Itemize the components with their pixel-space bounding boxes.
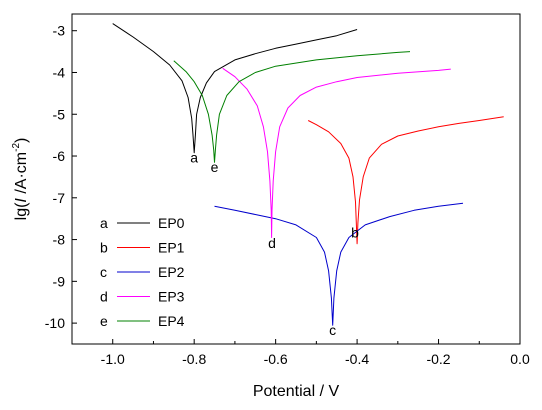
- curve-label-a: a: [190, 149, 198, 165]
- x-tick-label: 0.0: [510, 351, 530, 367]
- series-line-ep4: [173, 51, 411, 163]
- y-tick-label: -8: [53, 232, 66, 248]
- series-layer: [112, 23, 504, 326]
- x-tick-label: -0.4: [345, 351, 369, 367]
- y-tick-label: -6: [53, 148, 66, 164]
- curve-label-d: d: [268, 235, 276, 251]
- legend-key-c: c: [100, 264, 107, 280]
- y-axis-title-sup: -2: [11, 143, 22, 152]
- y-tick-label: -7: [53, 190, 66, 206]
- curve-label-c: c: [329, 322, 336, 338]
- legend-key-e: e: [100, 313, 108, 329]
- legend: a EP0 b EP1 c EP2 d EP3 e EP4: [100, 215, 185, 329]
- legend-key-b: b: [100, 240, 108, 256]
- series-line-ep0: [112, 23, 358, 154]
- annotation-layer: ae d b c: [190, 149, 359, 338]
- legend-key-d: d: [100, 289, 108, 305]
- y-axis-title-prefix: lg(: [13, 202, 30, 220]
- axis-ticks: -1.0 -0.8 -0.6 -0.4 -0.2 0.0 -3 -4 -5 -6 -7 -8 -9 -10: [45, 23, 530, 367]
- x-tick-label: -0.6: [264, 351, 288, 367]
- x-axis-title: Potential / V: [253, 383, 340, 400]
- legend-label-ep4: EP4: [158, 313, 185, 329]
- y-axis-title-italic: I: [13, 198, 30, 203]
- y-axis-title-mid: /A·cm: [13, 152, 30, 198]
- plot-frame: [71, 13, 521, 345]
- series-line-ep1: [307, 116, 504, 245]
- y-tick-label: -5: [53, 106, 66, 122]
- series-line-ep2: [214, 202, 464, 326]
- legend-label-ep2: EP2: [158, 264, 185, 280]
- x-tick-label: -0.2: [426, 351, 450, 367]
- series-line-ep3: [222, 67, 451, 238]
- y-tick-label: -10: [45, 315, 65, 331]
- y-tick-label: -3: [53, 23, 66, 39]
- y-tick-label: -4: [53, 64, 66, 80]
- y-tick-label: -9: [53, 273, 66, 289]
- curve-label-e: e: [211, 159, 219, 175]
- y-axis-title: lg(I /A·cm-2): [11, 138, 30, 221]
- y-axis-title-suffix: ): [13, 138, 30, 143]
- legend-key-a: a: [100, 215, 108, 231]
- x-tick-label: -0.8: [182, 351, 206, 367]
- legend-label-ep0: EP0: [158, 215, 185, 231]
- x-tick-label: -1.0: [101, 351, 125, 367]
- legend-label-ep3: EP3: [158, 289, 185, 305]
- legend-label-ep1: EP1: [158, 240, 185, 256]
- curve-label-b: b: [351, 224, 359, 240]
